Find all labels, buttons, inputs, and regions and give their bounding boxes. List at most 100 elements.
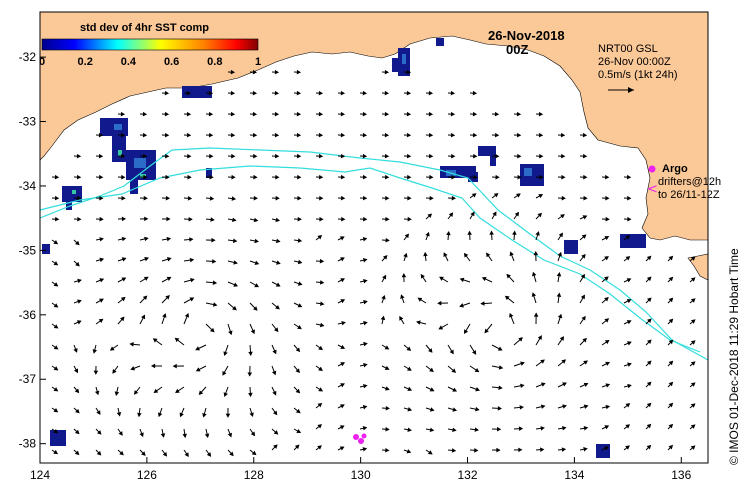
current-vector-head — [164, 111, 170, 117]
current-vector-head — [225, 413, 231, 418]
current-vector-head — [120, 316, 125, 322]
current-vector-head — [518, 447, 523, 453]
current-vector-head — [581, 315, 586, 321]
current-vector-head — [690, 424, 696, 429]
current-vector-head — [116, 412, 122, 417]
current-vector-head — [294, 444, 300, 450]
current-vector-head — [55, 216, 60, 222]
current-vector-head — [272, 390, 277, 396]
current-vector-head — [166, 276, 172, 281]
current-vector-head — [439, 276, 444, 281]
current-vector-head — [184, 452, 189, 458]
current-vector-head — [99, 278, 105, 283]
current-vector-head — [384, 153, 390, 159]
current-vector-head — [275, 195, 280, 201]
current-vector-head — [208, 132, 214, 138]
current-vector-head — [139, 432, 144, 438]
current-vector-head — [406, 346, 412, 351]
current-vector-head — [495, 153, 500, 159]
current-vector-head — [223, 392, 228, 397]
current-vector-head — [74, 388, 80, 394]
current-vector-head — [252, 90, 258, 96]
current-vector-head — [73, 348, 78, 353]
current-vector-head — [517, 174, 522, 180]
current-vector-head — [99, 298, 104, 303]
current-vector-head — [473, 174, 478, 180]
current-vector-head — [406, 69, 412, 75]
current-vector-head — [427, 450, 433, 455]
current-vector-head — [690, 403, 696, 408]
current-vector-head — [559, 336, 565, 341]
current-vector-head — [583, 195, 588, 201]
current-vector-head — [533, 250, 539, 256]
x-axis: 124 126 128 130 132 134 136 — [30, 457, 692, 482]
current-vector-head — [583, 404, 589, 409]
current-vector-head — [429, 427, 435, 433]
current-vector-head — [143, 195, 148, 201]
current-vector-head — [187, 174, 192, 180]
current-vector-head — [537, 212, 542, 218]
current-vector-head — [198, 390, 204, 396]
current-vector-head — [690, 256, 696, 261]
current-vector-head — [233, 282, 239, 287]
y-axis: -32 -33 -34 -35 -36 -37 -38 — [19, 50, 46, 451]
current-vector-head — [317, 445, 322, 450]
current-vector-head — [625, 235, 631, 240]
current-vector-head — [450, 111, 456, 117]
current-vector-head — [230, 90, 236, 96]
current-vector-head — [187, 153, 192, 159]
current-vector-head — [319, 258, 325, 264]
current-vector-head — [420, 273, 425, 279]
current-vector-head — [98, 132, 104, 138]
current-vector-head — [362, 405, 368, 410]
current-vector-head — [153, 388, 159, 394]
current-vector-head — [209, 327, 215, 333]
current-vector-head — [560, 214, 565, 219]
current-vector-head — [625, 445, 630, 450]
colorbar-tick-label: 0.2 — [78, 56, 93, 68]
current-vector-head — [297, 195, 302, 201]
current-vector-head — [143, 153, 148, 159]
current-vector-head — [253, 195, 258, 201]
scale-line-1: NRT00 GSL — [598, 43, 658, 55]
current-vector-head — [406, 90, 412, 96]
current-vector-head — [449, 349, 454, 355]
current-vector-head — [362, 174, 368, 180]
current-vector-head — [668, 423, 674, 429]
current-vector-head — [668, 255, 674, 261]
current-vector-head — [540, 447, 545, 452]
current-vector-head — [114, 391, 120, 397]
current-vector-head — [318, 174, 324, 180]
current-vector-head — [509, 312, 514, 318]
current-vector-head — [96, 410, 101, 415]
current-vector-head — [448, 212, 454, 217]
current-vector-head — [230, 132, 236, 138]
current-vector-head — [247, 372, 253, 377]
current-vector-head — [339, 236, 345, 241]
current-vector-head — [121, 277, 127, 282]
current-vector-head — [253, 217, 259, 223]
current-vector-head — [272, 349, 277, 355]
scale-line-3: 0.5m/s (1kt 24h) — [598, 69, 677, 81]
current-vector-head — [275, 304, 280, 310]
current-vector-head — [296, 111, 302, 117]
current-vector-head — [646, 360, 652, 366]
current-vector-head — [516, 111, 522, 117]
current-vector-head — [627, 216, 632, 222]
current-vector-head — [340, 362, 346, 367]
x-tick-label: 130 — [351, 468, 371, 482]
current-vector-head — [317, 424, 323, 429]
current-vector-head — [74, 429, 80, 435]
current-vector-head — [75, 408, 80, 414]
current-vector-head — [296, 428, 302, 434]
current-vector-head — [363, 362, 368, 368]
current-vector-head — [451, 174, 456, 180]
y-tick-label: -34 — [19, 179, 37, 193]
current-vector-head — [340, 90, 346, 96]
current-vector-head — [297, 324, 302, 330]
current-vector-head — [423, 251, 428, 257]
current-vector-head — [253, 306, 258, 311]
current-vector-head — [406, 111, 412, 117]
x-tick-label: 124 — [30, 468, 50, 482]
current-vector-head — [118, 431, 123, 436]
